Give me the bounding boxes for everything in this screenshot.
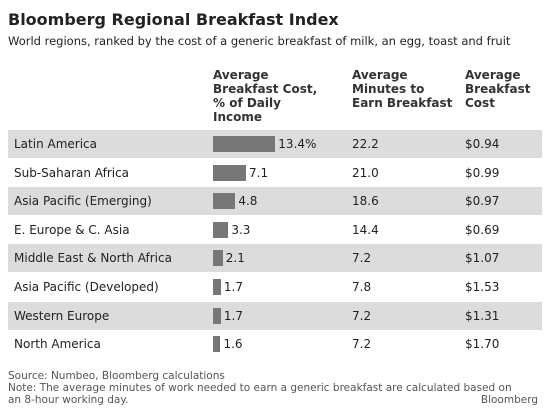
region-label: Asia Pacific (Emerging): [14, 194, 152, 209]
source: Source: Numbeo, Bloomberg calculations: [8, 370, 225, 382]
column-header: Average Minutes to Earn Breakfast: [352, 68, 453, 110]
bar: [213, 336, 221, 353]
bar: [213, 279, 221, 295]
table-row: Latin America 13.4% 22.2 $0.94: [8, 130, 542, 158]
table-row: Asia Pacific (Emerging) 4.8 18.6 $0.97: [8, 187, 542, 216]
column-header: Average Breakfast Cost: [465, 68, 531, 110]
region-label: Sub-Saharan Africa: [14, 165, 130, 180]
table-row: E. Europe & C. Asia 3.3 14.4 $0.69: [8, 216, 542, 244]
minutes-cell: 7.2: [352, 251, 372, 266]
region-label: Latin America: [14, 137, 97, 151]
table-row: Middle East & North Africa 2.1 7.2 $1.07: [8, 244, 542, 273]
bar-label: 1.7: [223, 308, 243, 323]
title: Bloomberg Regional Breakfast Index: [8, 10, 339, 29]
table-row: Asia Pacific (Developed) 1.7 7.8 $1.53: [8, 273, 542, 301]
bar-label: 4.8: [238, 194, 258, 209]
minutes-cell: 7.8: [352, 280, 372, 294]
minutes-cell: 7.2: [352, 337, 372, 352]
table-row: North America 1.6 7.2 $1.70: [8, 330, 542, 358]
subtitle: World regions, ranked by the cost of a g…: [8, 34, 511, 48]
table-row: Sub-Saharan Africa 7.1 21.0 $0.99: [8, 159, 542, 187]
cost-cell: $0.94: [465, 137, 500, 151]
bar: [213, 221, 229, 238]
cost-cell: $1.70: [465, 337, 500, 352]
table-row: Western Europe 1.7 7.2 $1.31: [8, 301, 542, 330]
bar-label: 1.6: [223, 337, 243, 352]
minutes-cell: 22.2: [352, 137, 379, 151]
bar-label: 7.1: [249, 165, 269, 180]
region-label: Middle East & North Africa: [14, 251, 172, 266]
bar-label: 1.7: [223, 280, 243, 294]
note: Note: The average minutes of work needed…: [8, 382, 512, 406]
region-label: North America: [14, 337, 101, 352]
bar: [213, 164, 246, 181]
minutes-cell: 7.2: [352, 308, 372, 323]
region-label: Western Europe: [14, 308, 110, 323]
bar: [213, 193, 236, 210]
region-label: E. Europe & C. Asia: [14, 222, 130, 237]
credit: Bloomberg: [480, 394, 538, 406]
bar-label: 2.1: [225, 251, 245, 266]
cost-cell: $1.31: [465, 308, 500, 323]
column-header: Average Breakfast Cost, % of Daily Incom…: [213, 68, 318, 124]
bar-label: 3.3: [231, 222, 251, 237]
cost-cell: $0.97: [465, 194, 500, 209]
minutes-cell: 18.6: [352, 194, 379, 209]
cost-cell: $1.53: [465, 280, 500, 294]
bar: [213, 307, 221, 324]
cost-cell: $1.07: [465, 251, 500, 266]
cost-cell: $0.69: [465, 222, 500, 237]
bar: [213, 136, 276, 152]
cost-cell: $0.99: [465, 165, 500, 180]
region-label: Asia Pacific (Developed): [14, 280, 159, 294]
minutes-cell: 21.0: [352, 165, 379, 180]
bar: [213, 250, 223, 267]
bar-label: 13.4%: [278, 137, 317, 151]
minutes-cell: 14.4: [352, 222, 379, 237]
